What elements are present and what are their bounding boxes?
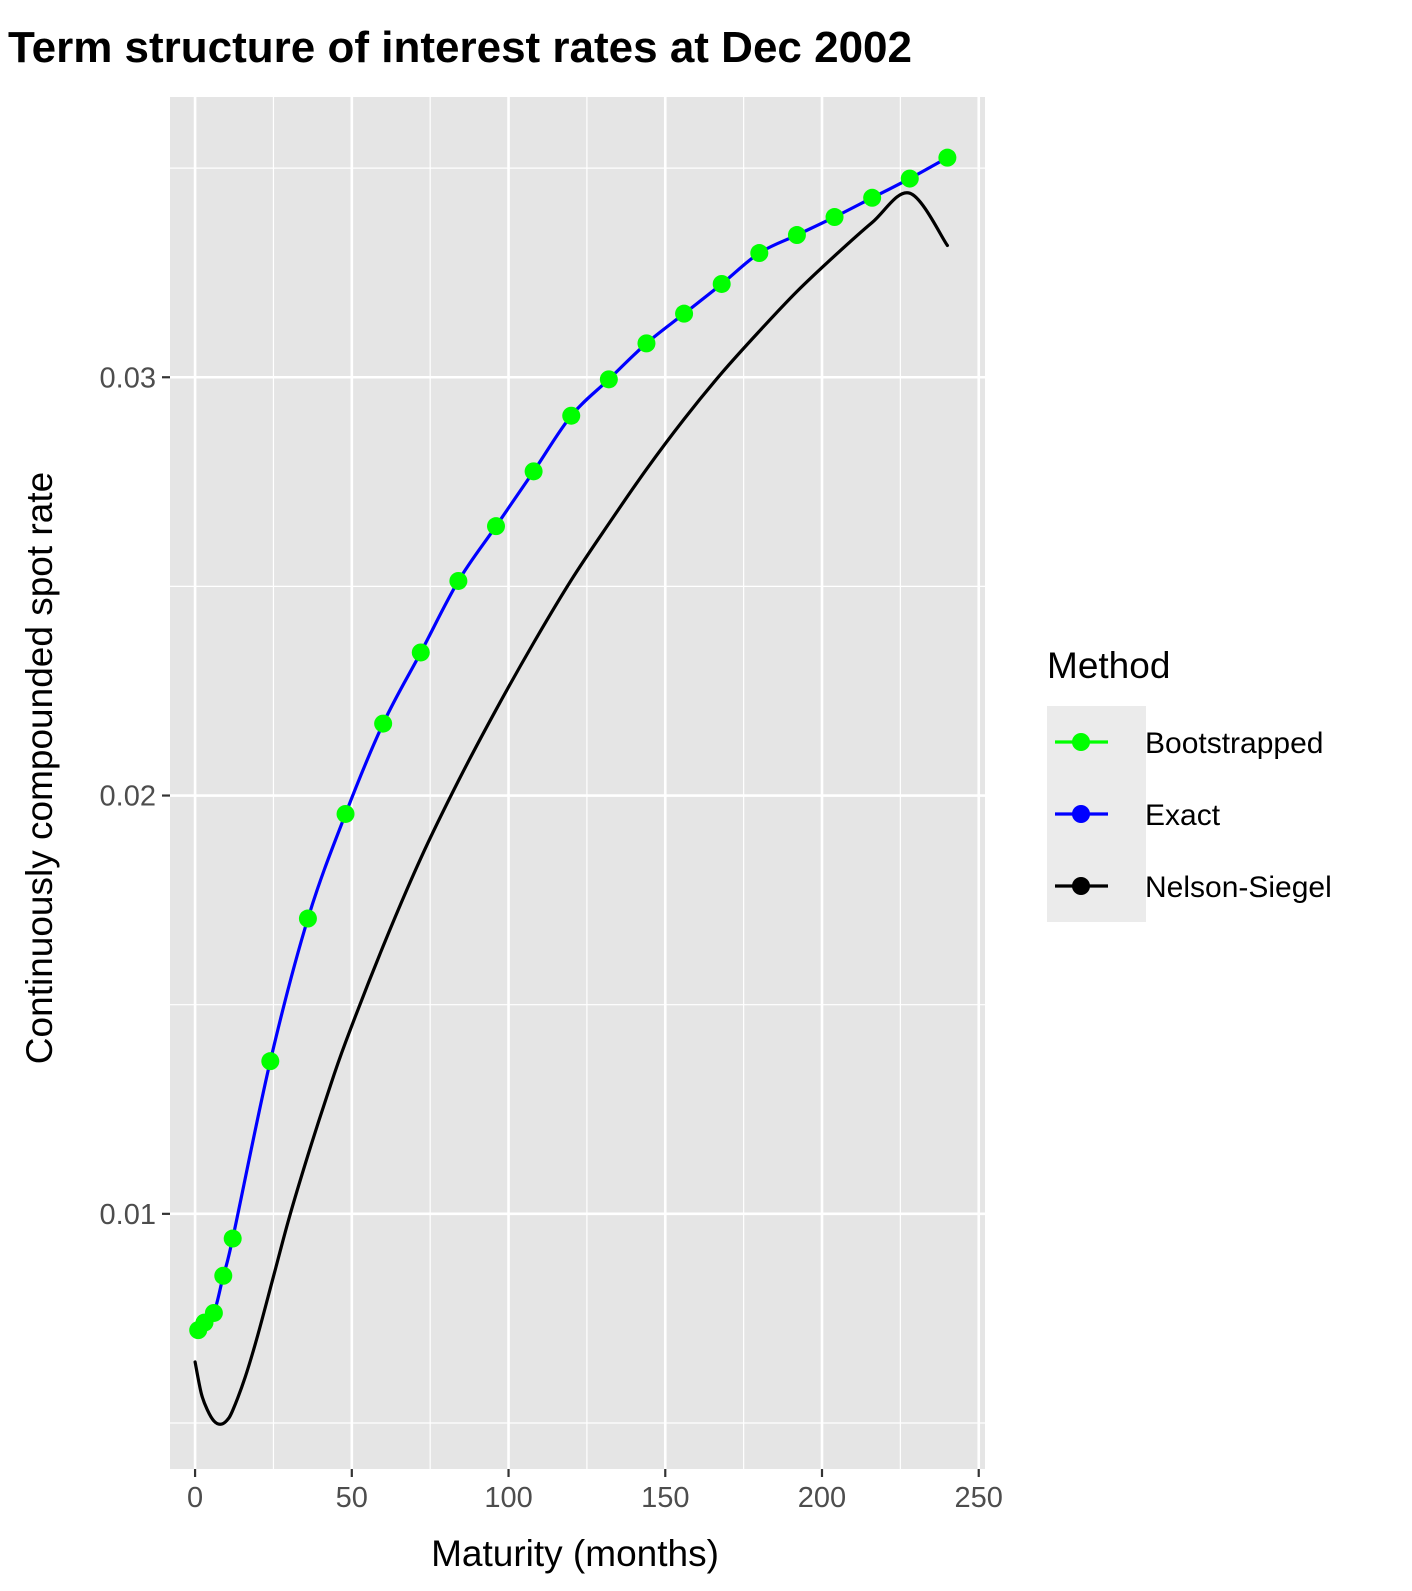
bootstrapped-point bbox=[750, 244, 769, 263]
y-tick-label: 0.02 bbox=[100, 781, 156, 813]
x-tick-label: 50 bbox=[336, 1482, 368, 1514]
bootstrapped-point bbox=[214, 1266, 233, 1285]
major-gridlines bbox=[170, 97, 985, 1469]
x-tick-label: 200 bbox=[798, 1482, 846, 1514]
bootstrapped-point bbox=[562, 406, 581, 425]
bootstrapped-point bbox=[374, 714, 393, 733]
legend-label: Nelson-Siegel bbox=[1145, 871, 1332, 904]
series-line-nelson-siegel bbox=[193, 191, 949, 1426]
y-tick-labels: 0.01 0.02 0.03 bbox=[100, 362, 156, 1231]
legend-entry-nelson-siegel: Nelson-Siegel bbox=[1055, 871, 1332, 904]
legend-entry-bootstrapped: Bootstrapped bbox=[1055, 727, 1323, 760]
bootstrapped-point bbox=[449, 571, 468, 590]
series-layer bbox=[189, 148, 957, 1426]
plot-panel bbox=[170, 97, 985, 1469]
legend-title: Method bbox=[1047, 645, 1170, 686]
legend-label: Exact bbox=[1145, 799, 1221, 832]
x-tick-label: 150 bbox=[641, 1482, 689, 1514]
bootstrapped-point bbox=[938, 148, 957, 167]
bootstrapped-point bbox=[524, 462, 543, 481]
axis-ticks bbox=[162, 376, 980, 1477]
bootstrapped-point bbox=[223, 1229, 242, 1248]
bootstrapped-point bbox=[863, 188, 882, 207]
legend-key-point bbox=[1072, 733, 1090, 751]
y-tick-label: 0.03 bbox=[100, 362, 156, 394]
chart-title: Term structure of interest rates at Dec … bbox=[8, 23, 912, 72]
legend-key-point bbox=[1072, 805, 1090, 823]
x-tick-label: 0 bbox=[187, 1482, 203, 1514]
minor-gridlines bbox=[170, 97, 985, 1469]
bootstrapped-point bbox=[599, 370, 618, 389]
bootstrapped-point bbox=[487, 517, 505, 536]
bootstrapped-point bbox=[336, 804, 355, 823]
bootstrapped-point bbox=[637, 334, 656, 353]
bootstrapped-point bbox=[261, 1052, 280, 1071]
y-axis-title: Continuously compounded spot rate bbox=[19, 472, 60, 1064]
bootstrapped-point bbox=[298, 909, 317, 928]
x-axis-title: Maturity (months) bbox=[431, 1533, 719, 1574]
legend-label: Bootstrapped bbox=[1145, 727, 1323, 760]
bootstrapped-point bbox=[900, 169, 919, 188]
y-tick-label: 0.01 bbox=[100, 1199, 156, 1231]
x-tick-label: 250 bbox=[955, 1482, 1003, 1514]
bootstrapped-point bbox=[675, 304, 694, 323]
legend: Method Bootstrapped Exact Nelson-Siegel bbox=[1047, 645, 1332, 922]
bootstrapped-point bbox=[787, 226, 806, 245]
legend-key-point bbox=[1072, 877, 1090, 895]
bootstrapped-point bbox=[411, 643, 430, 662]
x-tick-label: 100 bbox=[484, 1482, 532, 1514]
x-tick-labels: 0 50 100 150 200 250 bbox=[187, 1482, 1003, 1514]
bootstrapped-point bbox=[712, 274, 731, 293]
bootstrapped-point bbox=[825, 208, 844, 227]
bootstrapped-point bbox=[204, 1303, 223, 1322]
legend-entry-exact: Exact bbox=[1055, 799, 1221, 832]
